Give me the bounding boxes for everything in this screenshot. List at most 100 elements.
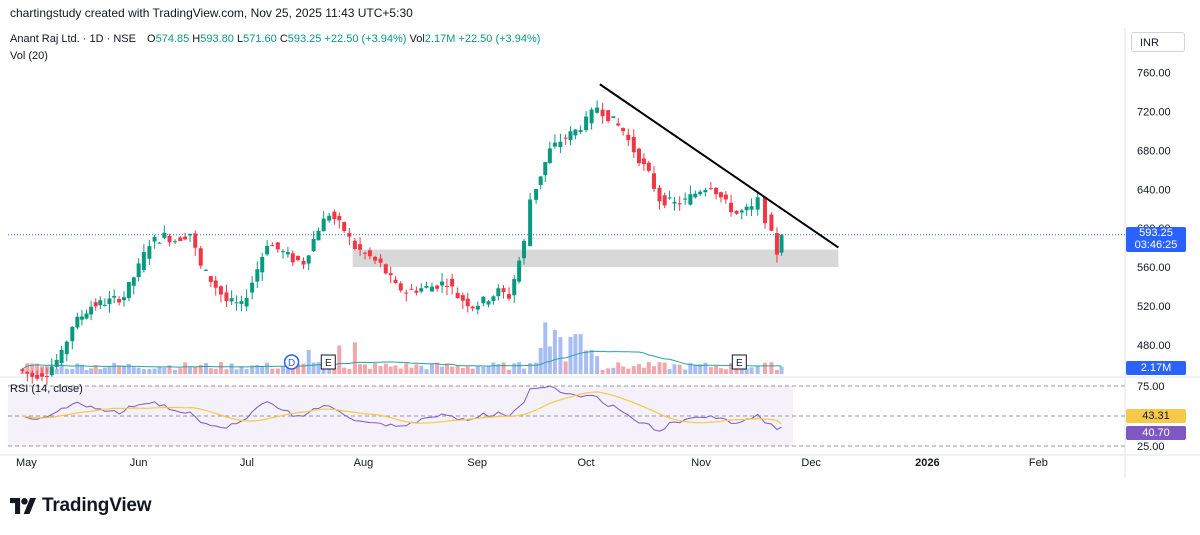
volume-bar [126, 363, 131, 374]
candle-body [584, 116, 589, 131]
rsi-indicator-label[interactable]: RSI (14, close) [10, 383, 83, 395]
volume-indicator-label[interactable]: Vol (20) [10, 50, 48, 62]
volume-bar [491, 362, 496, 374]
volume-bar [301, 363, 306, 374]
candle-body [131, 277, 136, 286]
candle-body [321, 218, 326, 232]
candle-body [729, 202, 734, 213]
volume-bar [260, 366, 265, 374]
volume-bar [152, 368, 157, 374]
candle-body [112, 295, 117, 298]
time-tick-label: Aug [354, 457, 374, 469]
candle-body [552, 142, 557, 147]
candle-body [677, 203, 682, 205]
candle-body [662, 195, 667, 206]
rsi-ma-line [22, 391, 782, 425]
candle-body [70, 326, 75, 342]
candle-body [40, 373, 45, 377]
currency-button[interactable]: INR [1131, 32, 1185, 52]
support-zone [352, 249, 839, 268]
volume-bar [224, 369, 229, 374]
volume-bar [600, 369, 605, 374]
candle-body [270, 245, 275, 247]
volume-bar [460, 367, 465, 374]
volume-bar [465, 366, 470, 374]
candle-body [522, 240, 527, 259]
candle-body [383, 264, 388, 274]
volume-bar [178, 368, 183, 374]
time-tick-label: Jun [130, 457, 148, 469]
volume-bar [285, 366, 290, 374]
volume-bar [147, 369, 152, 374]
volume-bar [121, 365, 126, 374]
high-value: 593.80 [200, 33, 234, 45]
volume-bar [352, 342, 357, 374]
tradingview-wordmark: TradingView [42, 495, 152, 516]
volume-bar [589, 349, 594, 374]
volume-bar [183, 362, 188, 374]
tradingview-logo[interactable]: TradingView [10, 495, 152, 517]
candle-body [362, 252, 367, 254]
candle-body [744, 206, 749, 211]
candle-body [606, 110, 611, 122]
volume-bar [578, 334, 583, 374]
volume-tag: 2.17M [1126, 361, 1186, 375]
low-label: L [236, 33, 244, 45]
candle-body [358, 244, 363, 250]
volume-bar [306, 349, 311, 374]
candle-body [218, 286, 223, 295]
candle-body [239, 301, 244, 304]
candle-body [763, 197, 768, 224]
candle-body [244, 297, 249, 307]
volume-bar [296, 363, 301, 374]
candles [20, 100, 784, 385]
candle-body [563, 137, 568, 139]
volume-bar [470, 368, 475, 374]
candle-body [157, 242, 162, 244]
volume-bar [779, 366, 784, 374]
time-tick-label: May [16, 457, 37, 469]
candle-body [152, 236, 157, 242]
volume-bar [637, 364, 642, 374]
candle-body [517, 260, 522, 282]
countdown-value: 03:46:25 [1134, 239, 1178, 251]
volume-bar [657, 362, 662, 374]
candle-body [208, 276, 213, 282]
candle-body [44, 375, 49, 377]
candle-body [755, 197, 760, 210]
volume-bar [84, 369, 89, 374]
candle-body [373, 256, 378, 261]
volume-bar [424, 369, 429, 374]
tradingview-logo-icon [10, 498, 36, 514]
candle-body [162, 232, 167, 238]
volume-bar [538, 347, 543, 374]
volume-bar [362, 364, 367, 374]
candle-body [250, 282, 255, 293]
volume-bar [558, 337, 563, 374]
volume-bar [112, 362, 117, 374]
candle-body [84, 313, 89, 319]
volume-bar [136, 367, 141, 374]
candle-body [332, 211, 337, 220]
volume-bar [774, 369, 779, 374]
candle-body [49, 366, 54, 376]
volume-bar [265, 362, 270, 374]
volume-pane [20, 322, 784, 374]
volume-bar [367, 368, 372, 374]
candle-body [173, 241, 178, 243]
trendline-layer[interactable] [599, 83, 839, 249]
high-label: H [192, 33, 201, 45]
volume-bar [763, 362, 768, 374]
volume-bar [162, 367, 167, 374]
volume-bar [672, 364, 677, 374]
volume-bar [688, 362, 693, 374]
candle-body [404, 292, 409, 294]
candle-body [352, 240, 357, 250]
candle-body [275, 242, 280, 250]
volume-bar [512, 363, 517, 374]
candle-body [290, 253, 295, 263]
volume-bar [59, 364, 64, 374]
candle-body [102, 304, 107, 306]
